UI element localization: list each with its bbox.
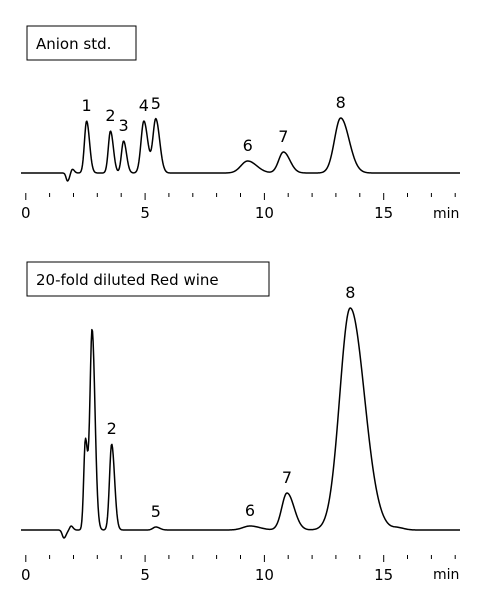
panel-red-wine: 20-fold diluted Red wine 2 5 6 7 8 0 5 10 15 mi… [20,261,461,584]
tick-label: 0 [21,566,31,584]
peak-label: 5 [151,502,161,521]
panel-title: Anion std. [36,35,111,53]
tick-label: 5 [140,566,150,584]
tick-label: 5 [140,204,150,222]
tick-label: 10 [255,566,274,584]
tick-label: 10 [255,204,274,222]
axis-unit-label: min [433,567,459,583]
peak-label: 5 [151,94,161,113]
peak-label: 8 [336,93,346,112]
peak-label: 7 [278,127,288,146]
chromatogram-trace [20,307,461,539]
tick-label: 0 [21,204,31,222]
time-axis: 0 5 10 15 [21,555,456,584]
peak-label: 2 [105,106,115,125]
peak-label: 4 [139,96,149,115]
peak-label: 1 [82,96,92,115]
peak-label: 2 [107,419,117,438]
peak-label: 7 [282,468,292,487]
peak-label: 6 [243,136,253,155]
panel-title: 20-fold diluted Red wine [36,271,219,289]
chromatogram-trace [20,117,461,182]
panel-title-box [26,25,137,61]
peak-label: 3 [119,116,129,135]
axis-unit-label: min [433,206,459,222]
peak-labels: 2 5 6 7 8 [107,283,356,521]
tick-label: 15 [374,204,393,222]
peak-label: 8 [345,283,355,302]
peak-label: 6 [245,501,255,520]
time-axis: 0 5 10 15 [21,193,456,222]
panel-title-box [26,261,270,297]
tick-label: 15 [374,566,393,584]
